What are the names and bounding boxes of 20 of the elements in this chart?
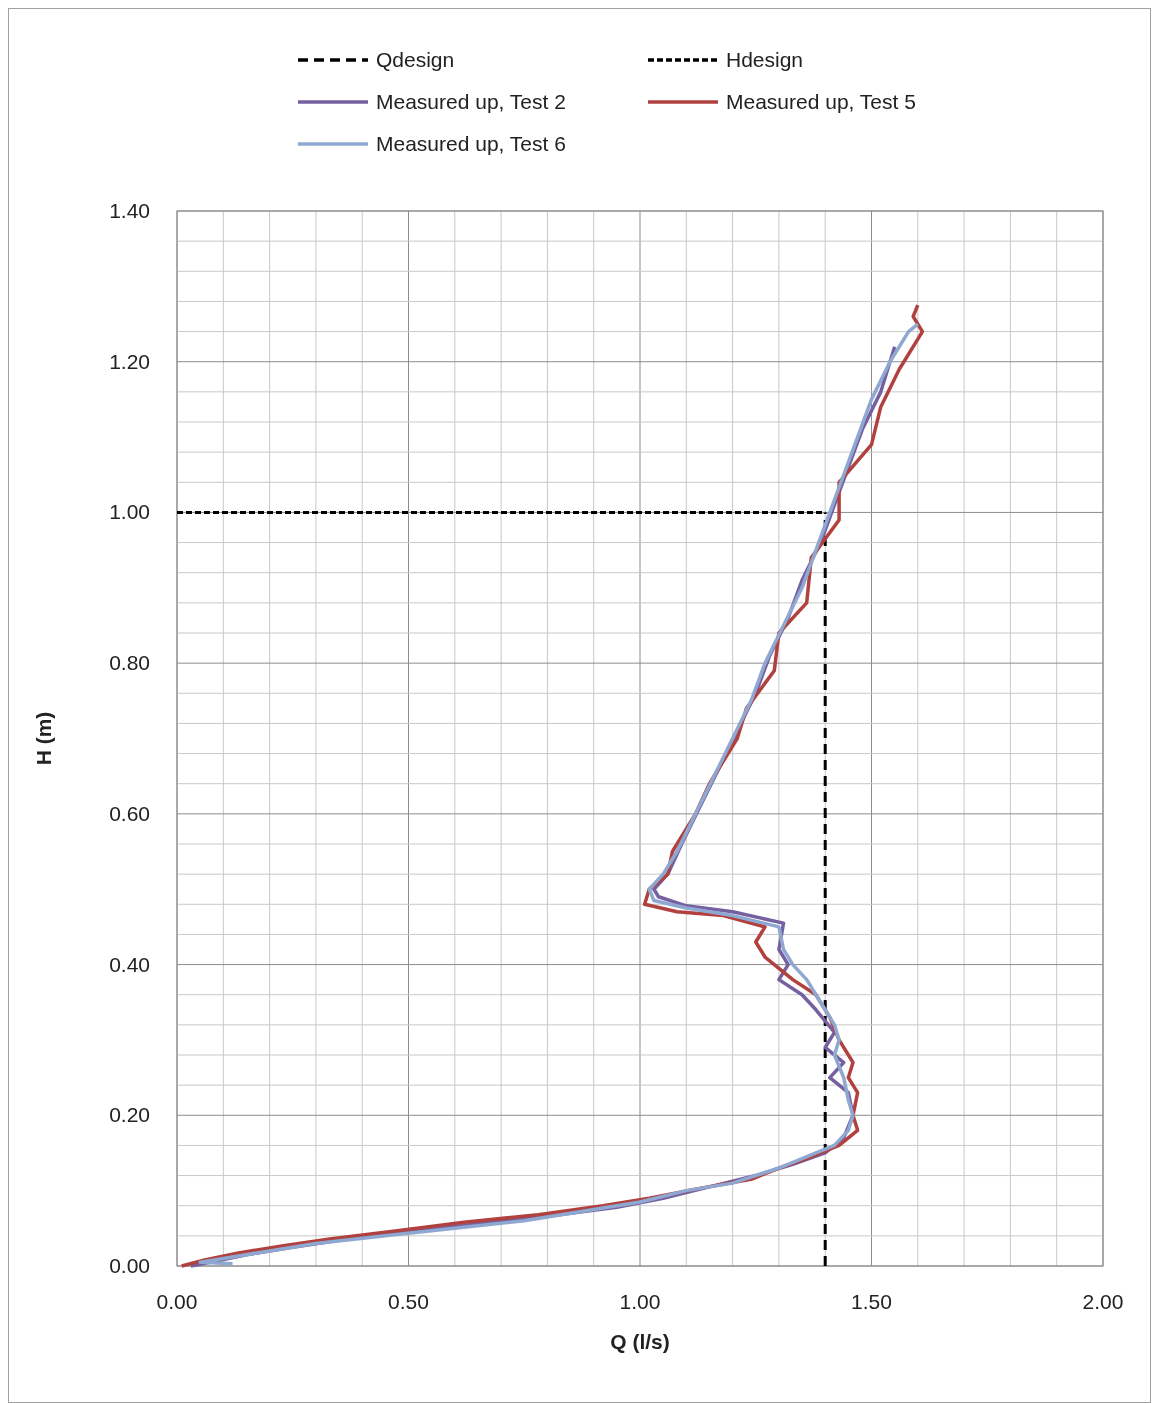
x-tick-label: 0.00 (156, 1290, 198, 1313)
legend-label: Measured up, Test 2 (376, 90, 566, 113)
x-tick-label: 1.00 (619, 1290, 661, 1313)
y-tick-label: 0.00 (109, 1254, 150, 1277)
y-axis-title: H (m) (32, 711, 55, 766)
y-tick-label: 1.40 (109, 199, 150, 222)
legend-label: Hdesign (726, 48, 804, 71)
y-tick-label: 1.00 (109, 500, 150, 524)
y-tick-label: 0.60 (109, 801, 150, 825)
legend-label: Qdesign (376, 48, 455, 71)
y-tick-label: 1.20 (109, 349, 150, 373)
y-tick-label: 0.80 (109, 651, 150, 675)
x-tick-label: 2.00 (1082, 1290, 1124, 1313)
legend-label: Measured up, Test 6 (376, 132, 566, 155)
x-tick-label: 0.50 (388, 1290, 429, 1313)
y-tick-label: 0.40 (109, 952, 150, 976)
y-tick-label: 0.20 (109, 1103, 150, 1127)
legend-label: Measured up, Test 5 (726, 90, 916, 113)
x-tick-label: 1.50 (851, 1290, 892, 1313)
x-axis-title: Q (l/s) (610, 1330, 670, 1353)
